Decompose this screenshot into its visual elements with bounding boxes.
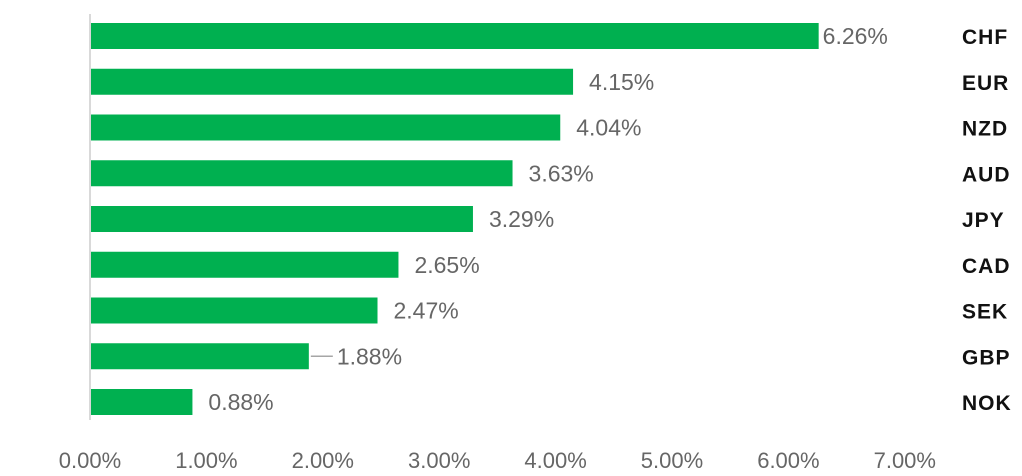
bar-cad: [90, 251, 399, 278]
bar-nzd: [90, 114, 561, 141]
x-tick-label: 0.00%: [59, 448, 121, 473]
data-label-aud: 3.63%: [529, 160, 594, 186]
data-label-cad: 2.65%: [414, 252, 479, 278]
category-label-aud: AUD: [962, 163, 1011, 186]
data-label-nzd: 4.04%: [576, 115, 641, 141]
category-label-nzd: NZD: [962, 118, 1008, 141]
bar-chf: [90, 23, 819, 49]
category-label-jpy: JPY: [962, 209, 1005, 232]
bar-aud: [90, 160, 513, 187]
data-label-sek: 2.47%: [394, 298, 459, 324]
x-tick-label: 6.00%: [757, 448, 819, 473]
data-label-chf: 6.26%: [823, 23, 888, 49]
category-label-gbp: GBP: [962, 346, 1011, 369]
x-tick-label: 5.00%: [641, 448, 703, 473]
bars-group: [90, 23, 819, 415]
bar-nok: [90, 389, 193, 415]
category-label-nok: NOK: [962, 392, 1012, 415]
data-label-nok: 0.88%: [208, 389, 273, 415]
category-label-sek: SEK: [962, 301, 1008, 324]
x-tick-label: 4.00%: [524, 448, 586, 473]
x-tick-label: 7.00%: [874, 448, 936, 473]
category-label-cad: CAD: [962, 255, 1011, 278]
x-tick-label: 1.00%: [175, 448, 237, 473]
x-tick-label: 2.00%: [292, 448, 354, 473]
category-label-chf: CHF: [962, 26, 1008, 49]
bar-sek: [90, 297, 378, 324]
bar-eur: [90, 68, 574, 95]
data-label-gbp: 1.88%: [337, 343, 402, 369]
data-label-jpy: 3.29%: [489, 206, 554, 232]
data-label-eur: 4.15%: [589, 69, 654, 95]
bar-jpy: [90, 206, 473, 232]
bar-gbp: [90, 343, 309, 370]
x-tick-label: 3.00%: [408, 448, 470, 473]
category-labels-group: CHF EUR NZD AUD JPY CAD SEK GBP NOK: [962, 26, 1012, 415]
category-label-eur: EUR: [962, 72, 1009, 95]
data-labels-group: 6.26% 4.15% 4.04% 3.63% 3.29% 2.65% 2.47% 1.88%…: [208, 23, 887, 415]
x-axis-ticks-group: 0.00% 1.00% 2.00% 3.00% 4.00% 5.00% 6.00% 7.00%: [59, 448, 936, 473]
